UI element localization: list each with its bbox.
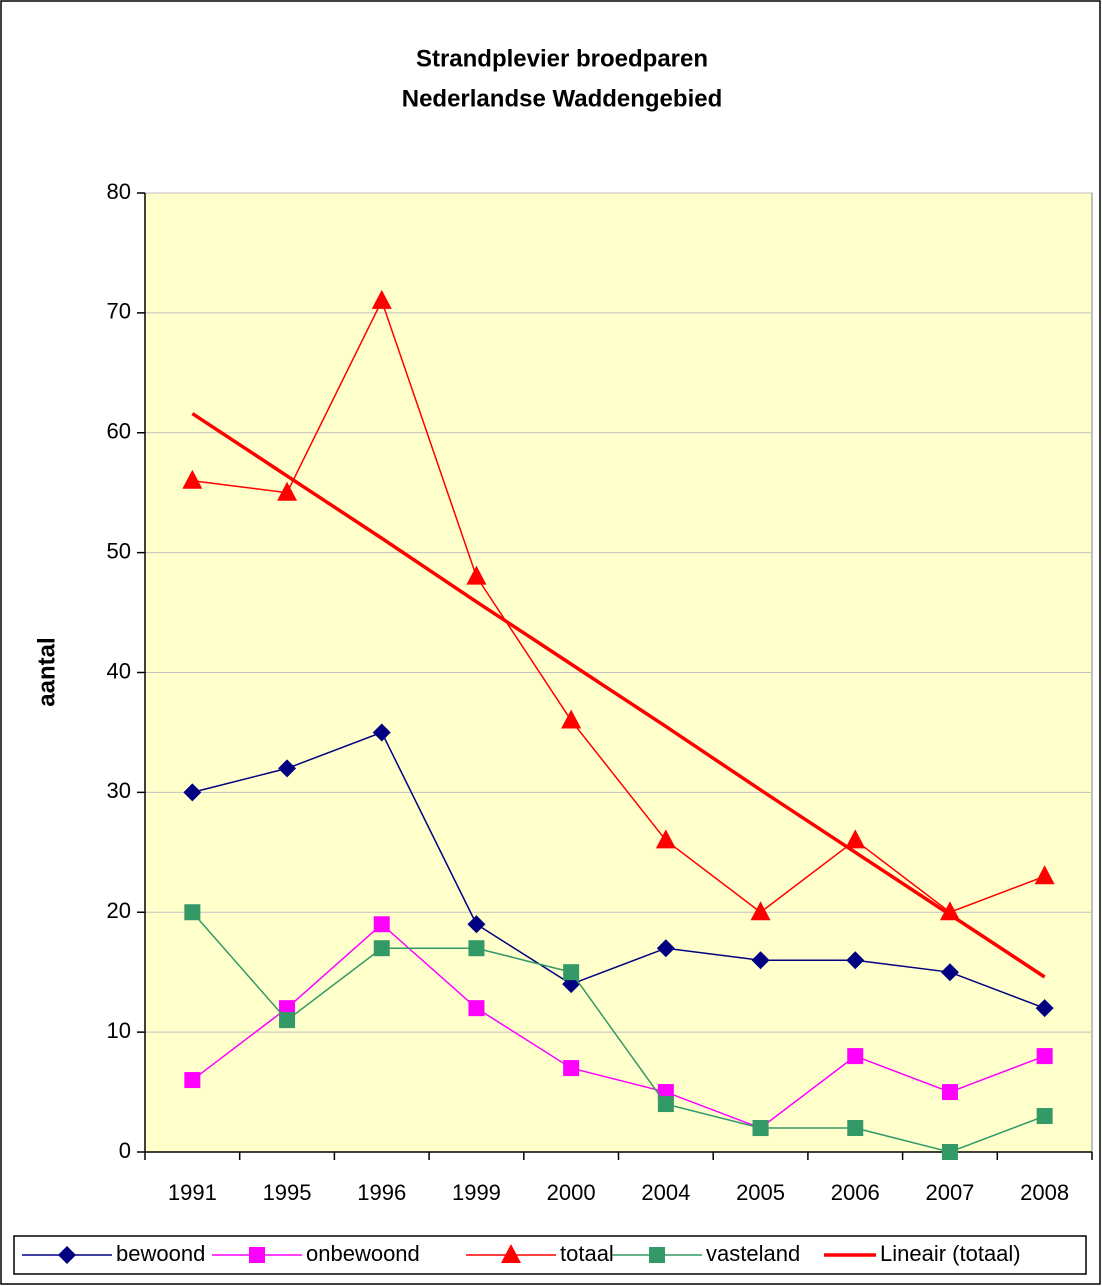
y-tick-label: 60 [107, 419, 131, 444]
marker-triangle [501, 1244, 521, 1263]
marker-diamond [467, 915, 486, 934]
marker-square [468, 940, 485, 957]
legend-label: totaal [560, 1241, 614, 1266]
x-tick-label: 2008 [1020, 1180, 1069, 1205]
marker-square [649, 1247, 665, 1263]
marker-square [184, 1072, 201, 1089]
marker-square [184, 904, 201, 921]
marker-triangle [277, 481, 298, 501]
marker-diamond [656, 939, 675, 958]
legend-label: Lineair (totaal) [880, 1241, 1021, 1266]
marker-diamond [58, 1246, 76, 1264]
x-tick-label: 2006 [831, 1180, 880, 1205]
marker-square [847, 1048, 864, 1065]
y-tick-label: 70 [107, 299, 131, 324]
series-line [192, 731, 1045, 1009]
x-tick-label: 2000 [547, 1180, 596, 1205]
marker-diamond [278, 759, 297, 778]
marker-triangle [750, 901, 771, 921]
marker-diamond [751, 951, 770, 970]
chart-title: Strandplevier broedparen [416, 45, 708, 72]
series-line [191, 911, 1045, 1153]
marker-triangle [182, 469, 203, 489]
marker-square [1036, 1048, 1053, 1065]
series-line [191, 923, 1045, 1129]
y-tick-label: 80 [107, 179, 131, 204]
y-tick-label: 50 [107, 538, 131, 563]
marker-diamond [846, 951, 865, 970]
marker-triangle [845, 829, 866, 849]
legend-label: vasteland [706, 1241, 800, 1266]
marker-square [468, 1000, 485, 1017]
trend-line [191, 412, 1046, 979]
x-tick-label: 1996 [357, 1180, 406, 1205]
chart-subtitle: Nederlandse Waddengebied [402, 85, 723, 112]
series-line [192, 298, 1045, 914]
marker-diamond [372, 723, 391, 742]
marker-square [1036, 1108, 1053, 1125]
y-axis-label: aantal [33, 637, 60, 706]
marker-square [847, 1120, 864, 1137]
x-tick-label: 1991 [168, 1180, 217, 1205]
legend: bewoond onbewoond totaal vasteland Lineair (… [22, 1241, 1021, 1266]
x-tick-label: 2007 [925, 1180, 974, 1205]
x-tick-label: 1995 [263, 1180, 312, 1205]
y-tick-label: 40 [107, 658, 131, 683]
x-tick-label: 2004 [641, 1180, 690, 1205]
marker-triangle [1034, 865, 1055, 885]
marker-square [941, 1144, 958, 1160]
marker-square [657, 1096, 674, 1113]
marker-square [563, 1060, 580, 1077]
y-tick-label: 30 [107, 778, 131, 803]
marker-triangle [371, 289, 392, 309]
y-tick-label: 10 [107, 1018, 131, 1043]
y-tick-label: 0 [119, 1138, 131, 1163]
plot-area: 0 10 20 30 40 50 60 70 80 1991 1995 1996 1999 2000 200… [107, 179, 1093, 1205]
x-tick-label: 2005 [736, 1180, 785, 1205]
marker-square [249, 1247, 265, 1263]
marker-square [373, 940, 390, 957]
legend-label: onbewoond [306, 1241, 420, 1266]
marker-square [279, 1012, 296, 1029]
y-tick-label: 20 [107, 898, 131, 923]
marker-triangle [561, 709, 582, 729]
marker-square [752, 1120, 769, 1137]
marker-triangle [655, 829, 676, 849]
marker-diamond [183, 783, 202, 802]
marker-triangle [939, 901, 960, 921]
marker-square [373, 916, 390, 933]
marker-diamond [940, 963, 959, 982]
marker-triangle [466, 565, 487, 585]
x-tick-label: 1999 [452, 1180, 501, 1205]
marker-square [941, 1084, 958, 1101]
marker-diamond [1035, 999, 1054, 1018]
legend-label: bewoond [116, 1241, 205, 1266]
marker-square [563, 964, 580, 981]
